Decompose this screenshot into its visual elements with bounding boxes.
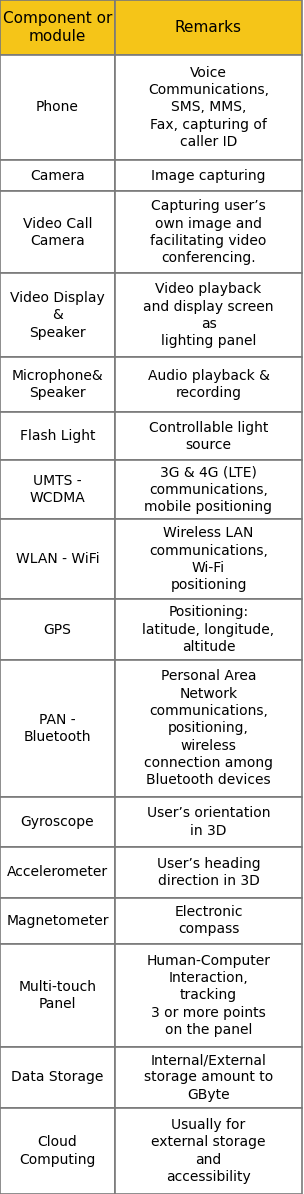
Text: Accelerometer: Accelerometer <box>7 866 108 879</box>
Bar <box>0 848 115 898</box>
Text: Wireless LAN
communications,
Wi-Fi
positioning: Wireless LAN communications, Wi-Fi posit… <box>149 527 268 592</box>
Bar <box>115 796 302 848</box>
Text: Controllable light
source: Controllable light source <box>149 420 268 451</box>
Text: Audio playback &
recording: Audio playback & recording <box>147 369 269 400</box>
Bar <box>0 357 115 412</box>
Text: Remarks: Remarks <box>175 20 242 35</box>
Text: Microphone&
Speaker: Microphone& Speaker <box>12 369 103 400</box>
Text: Magnetometer: Magnetometer <box>6 913 109 928</box>
Bar <box>115 55 302 160</box>
Bar <box>0 55 115 160</box>
Bar <box>115 943 302 1047</box>
Bar <box>115 357 302 412</box>
Bar <box>0 943 115 1047</box>
Bar <box>115 599 302 660</box>
Bar <box>0 660 115 796</box>
Text: GPS: GPS <box>43 622 71 636</box>
Bar <box>115 191 302 273</box>
Text: Gyroscope: Gyroscope <box>21 816 94 829</box>
Bar <box>115 273 302 357</box>
Text: Video Call
Camera: Video Call Camera <box>23 216 92 248</box>
Bar <box>115 898 302 943</box>
Bar <box>115 1108 302 1194</box>
Text: Video Display
&
Speaker: Video Display & Speaker <box>10 291 105 339</box>
Text: User’s heading
direction in 3D: User’s heading direction in 3D <box>157 857 260 888</box>
Text: Personal Area
Network
communications,
positioning,
wireless
connection among
Blu: Personal Area Network communications, po… <box>144 670 273 787</box>
Text: Phone: Phone <box>36 100 79 115</box>
Text: Flash Light: Flash Light <box>20 429 95 443</box>
Bar <box>115 461 302 519</box>
Bar <box>0 519 115 599</box>
Text: Positioning:
latitude, longitude,
altitude: Positioning: latitude, longitude, altitu… <box>143 605 275 654</box>
Bar <box>115 848 302 898</box>
Bar <box>0 273 115 357</box>
Bar <box>115 660 302 796</box>
Bar <box>0 898 115 943</box>
Bar <box>0 160 115 191</box>
Text: Electronic
compass: Electronic compass <box>174 905 243 936</box>
Text: User’s orientation
in 3D: User’s orientation in 3D <box>147 806 270 837</box>
Text: Voice
Communications,
SMS, MMS,
Fax, capturing of
caller ID: Voice Communications, SMS, MMS, Fax, cap… <box>148 66 269 149</box>
Bar <box>0 599 115 660</box>
Bar <box>0 412 115 461</box>
Bar <box>115 0 302 55</box>
Bar <box>0 461 115 519</box>
Text: WLAN - WiFi: WLAN - WiFi <box>16 552 99 566</box>
Text: Human-Computer
Interaction,
tracking
3 or more points
on the panel: Human-Computer Interaction, tracking 3 o… <box>147 954 271 1036</box>
Text: Camera: Camera <box>30 168 85 183</box>
Bar <box>0 1047 115 1108</box>
Text: Multi-touch
Panel: Multi-touch Panel <box>19 980 96 1011</box>
Text: 3G & 4G (LTE)
communications,
mobile positioning: 3G & 4G (LTE) communications, mobile pos… <box>144 466 272 515</box>
Text: PAN -
Bluetooth: PAN - Bluetooth <box>24 713 91 744</box>
Bar <box>115 412 302 461</box>
Text: Data Storage: Data Storage <box>11 1070 104 1084</box>
Bar <box>0 796 115 848</box>
Bar <box>0 1108 115 1194</box>
Bar <box>0 191 115 273</box>
Text: Usually for
external storage
and
accessibility: Usually for external storage and accessi… <box>151 1118 266 1184</box>
Bar <box>115 160 302 191</box>
Text: Cloud
Computing: Cloud Computing <box>19 1135 96 1167</box>
Bar <box>115 1047 302 1108</box>
Bar <box>115 519 302 599</box>
Text: Internal/External
storage amount to
GByte: Internal/External storage amount to GByt… <box>144 1053 273 1102</box>
Text: Image capturing: Image capturing <box>151 168 266 183</box>
Bar <box>0 0 115 55</box>
Text: Video playback
and display screen
as
lighting panel: Video playback and display screen as lig… <box>143 282 274 349</box>
Text: Capturing user’s
own image and
facilitating video
conferencing.: Capturing user’s own image and facilitat… <box>150 199 267 265</box>
Text: UMTS -
WCDMA: UMTS - WCDMA <box>29 474 85 505</box>
Text: Component or
module: Component or module <box>3 11 112 44</box>
